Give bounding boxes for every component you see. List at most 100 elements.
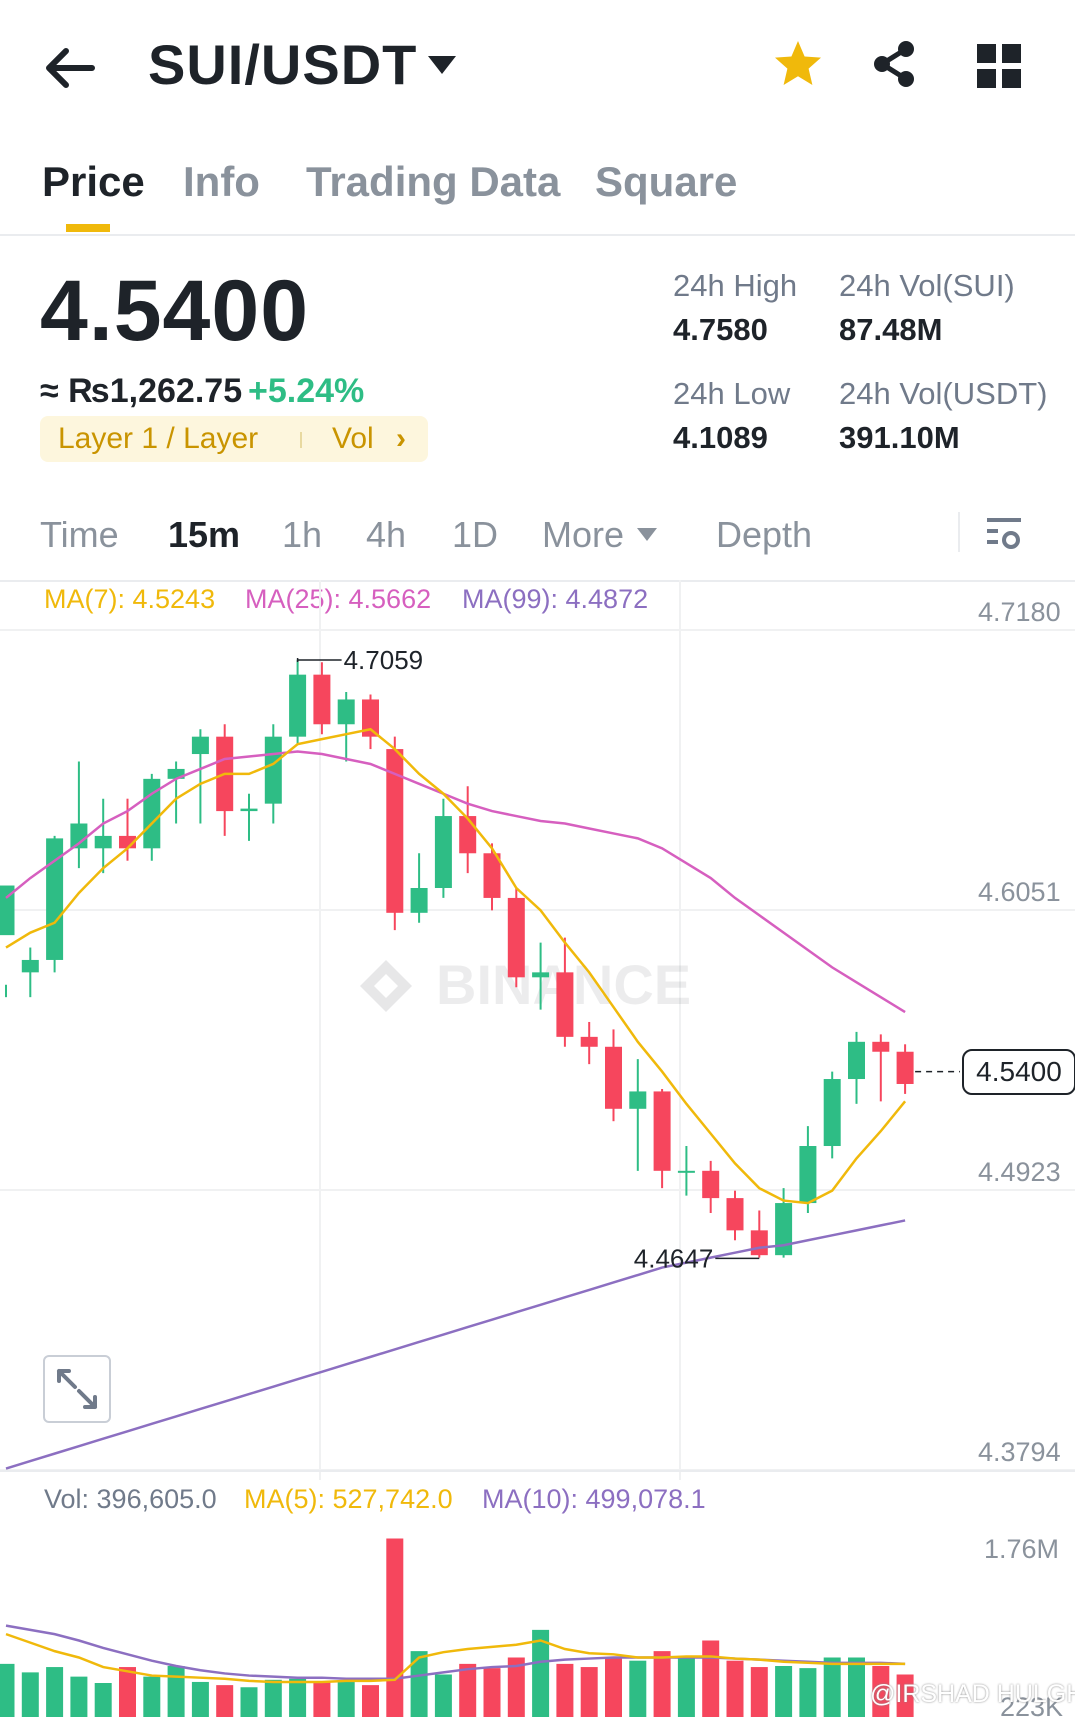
candle-down [653, 1091, 671, 1171]
volume-bar [362, 1685, 379, 1717]
vol-base-value: 87.48M [839, 312, 943, 347]
volume-bar [119, 1667, 136, 1717]
candle-down [726, 1198, 744, 1231]
y-tick-label: 4.3794 [978, 1437, 1061, 1467]
volume-bar [94, 1683, 112, 1717]
candle-up [823, 1079, 841, 1147]
last-price: 4.5400 [40, 263, 310, 359]
volume-bar [289, 1678, 307, 1717]
interval-1h[interactable]: 1h [282, 514, 323, 555]
credit-watermark: @IRSHAD HULGH [870, 1680, 1075, 1708]
tab-trading-data[interactable]: Trading Data [306, 158, 561, 205]
vol-base-label: 24h Vol(SUI) [839, 268, 1015, 303]
y-tick-label: 4.4923 [978, 1157, 1061, 1187]
depth-tab[interactable]: Depth [716, 514, 813, 555]
y-tick-label: 4.7180 [978, 597, 1061, 627]
candle-down [605, 1046, 622, 1109]
binance-logo-watermark [360, 960, 412, 1012]
candle-up [264, 736, 282, 804]
ma99-legend: MA(99): 4.4872 [462, 584, 649, 614]
candle-down [386, 749, 404, 913]
vol-ma5-line [5, 1632, 906, 1684]
low-marker-label: 4.4647 [634, 1243, 714, 1273]
vol-ma5-legend: MA(5): 527,742.0 [244, 1484, 453, 1514]
category-label: Layer 1 / Layer [58, 422, 259, 455]
main-tabs: Price Info Trading Data Square [0, 150, 1075, 236]
volume-bar [410, 1651, 428, 1717]
interval-15m[interactable]: 15m [168, 514, 241, 555]
pair-title[interactable]: SUI/USDT [148, 33, 418, 96]
fiat-price: ≈ ₨1,262.75 [40, 372, 243, 410]
tab-square[interactable]: Square [595, 158, 738, 205]
volume-bar [580, 1667, 598, 1717]
interval-bar: Time 15m 1h 4h 1D More Depth [0, 510, 1075, 582]
vol-ma10-line [5, 1624, 906, 1680]
candle-down [556, 972, 574, 1037]
expand-button[interactable] [43, 1355, 111, 1423]
high-marker-label: 4.7059 [344, 645, 424, 675]
volume-bar [872, 1666, 890, 1717]
interval-4h[interactable]: 4h [366, 514, 407, 555]
interval-1d[interactable]: 1D [452, 514, 499, 555]
tab-info[interactable]: Info [183, 158, 260, 205]
volume-bar [775, 1666, 793, 1717]
ma7-line [5, 727, 907, 1205]
candle-down [896, 1051, 914, 1084]
tab-price[interactable]: Price [42, 158, 145, 205]
arrow-left-icon[interactable] [40, 38, 100, 98]
volume-bar [605, 1657, 622, 1717]
volume-bar [386, 1538, 404, 1717]
volume-bar [313, 1681, 331, 1717]
interval-time[interactable]: Time [40, 514, 119, 555]
caret-down-icon[interactable] [426, 52, 458, 80]
vol-legend: Vol: 396,605.0 [44, 1484, 217, 1514]
volume-bar [653, 1651, 671, 1717]
candle-up [289, 674, 307, 737]
candle-down [459, 816, 477, 854]
candle-up [0, 885, 15, 936]
low-value: 4.1089 [673, 420, 768, 455]
volume-bar [483, 1668, 501, 1717]
volume-bar [750, 1667, 768, 1717]
volume-bar [556, 1663, 574, 1717]
volume-bar [677, 1657, 695, 1717]
ma25-legend: MA(25): 4.5662 [245, 584, 432, 614]
active-tab-indicator [66, 224, 110, 232]
volume-bar [532, 1629, 550, 1717]
candle-down [750, 1230, 768, 1256]
star-icon[interactable] [772, 38, 824, 90]
candle-up [848, 1041, 865, 1080]
candle-down [483, 853, 501, 898]
category-tag[interactable]: Layer 1 / Layer Vol › [40, 416, 428, 462]
candle-down [362, 699, 379, 737]
volume-bar [143, 1676, 161, 1717]
candle-up [46, 838, 64, 960]
volume-bar [191, 1681, 209, 1717]
caret-down-icon[interactable] [636, 526, 658, 544]
candle-up [677, 1170, 695, 1173]
candle-up [434, 816, 452, 889]
interval-more[interactable]: More [542, 514, 625, 555]
ma7-legend: MA(7): 4.5243 [44, 584, 216, 614]
chart-settings-icon[interactable] [984, 514, 1024, 554]
volume-chart [0, 1538, 914, 1717]
volume-bar [507, 1657, 525, 1717]
volume-bar [848, 1657, 865, 1717]
candle-up [240, 808, 258, 812]
vol-quote-label: 24h Vol(USDT) [839, 376, 1048, 411]
volume-bar [46, 1667, 64, 1717]
volume-bar [216, 1685, 234, 1717]
grid-icon[interactable] [975, 42, 1023, 90]
change-percent: +5.24% [248, 372, 365, 410]
candle-up [21, 959, 39, 973]
share-icon[interactable] [868, 38, 920, 90]
volume-bar [70, 1676, 88, 1717]
expand-arrows-icon [57, 1369, 97, 1409]
ma99-line [5, 1219, 906, 1470]
volume-bar [167, 1666, 185, 1717]
volume-bar [896, 1674, 914, 1717]
candle-up [167, 768, 185, 779]
candle-up [629, 1091, 647, 1109]
volume-bar [434, 1674, 452, 1717]
